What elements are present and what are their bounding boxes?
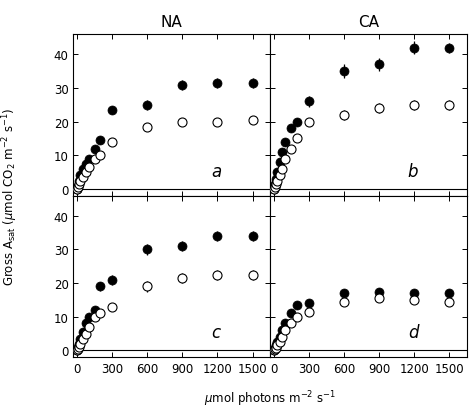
Text: a: a (211, 162, 221, 180)
Text: d: d (408, 323, 419, 341)
Text: c: c (211, 323, 220, 341)
Text: NA: NA (161, 15, 182, 30)
Text: $\mu$mol photons m$^{-2}$ s$^{-1}$: $\mu$mol photons m$^{-2}$ s$^{-1}$ (204, 389, 336, 408)
Text: Gross A$_{\rm sat}$ ($\mu$mol CO$_2$ m$^{-2}$ s$^{-1}$): Gross A$_{\rm sat}$ ($\mu$mol CO$_2$ m$^… (0, 107, 20, 285)
Text: CA: CA (358, 15, 379, 30)
Text: b: b (408, 162, 419, 180)
